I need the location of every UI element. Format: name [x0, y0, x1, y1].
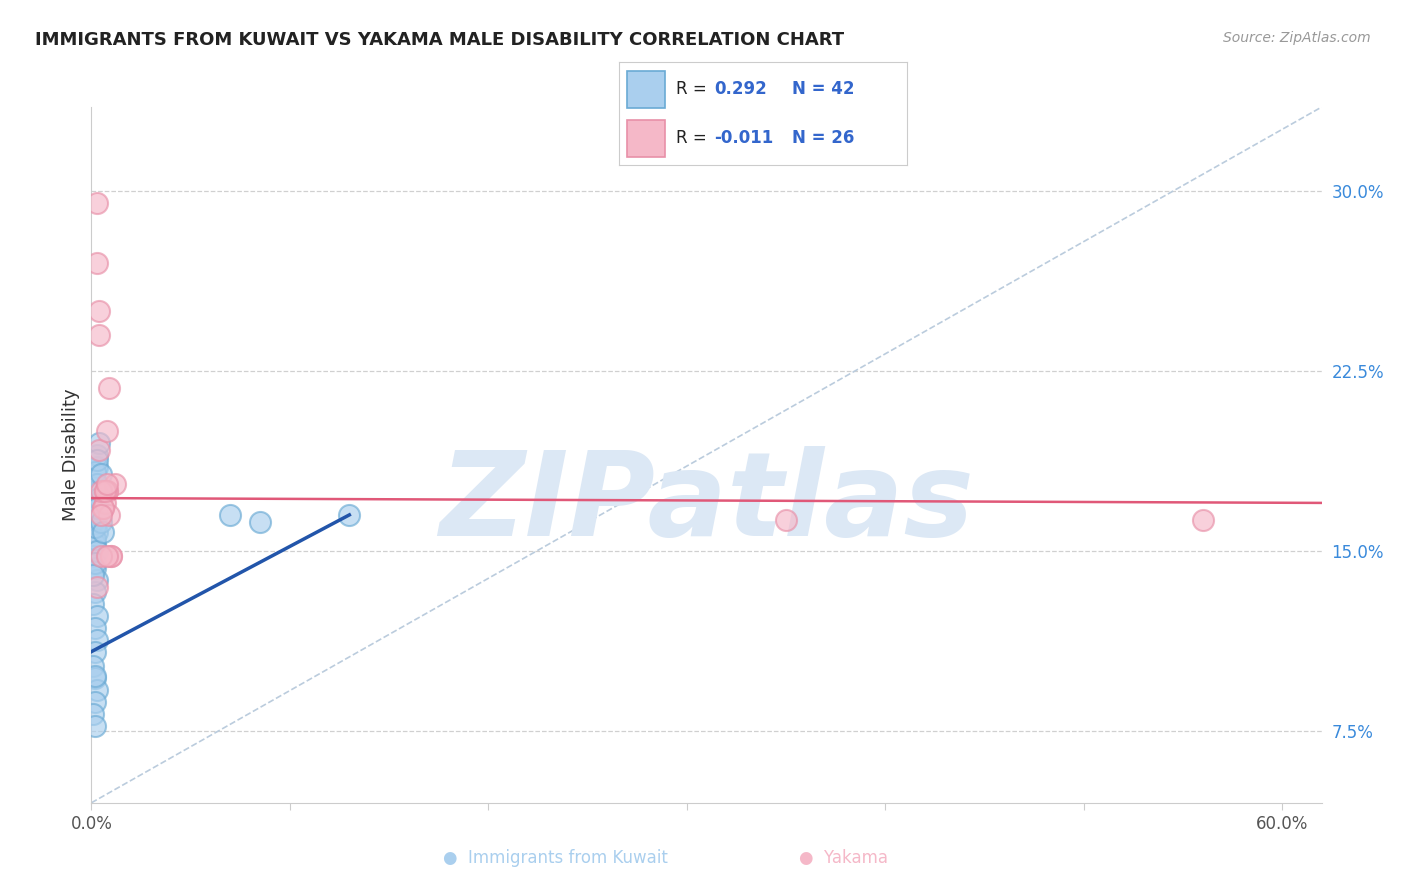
- Point: [90, 483, 112, 498]
- Point: [219, 508, 242, 522]
- Point: [94, 483, 117, 498]
- Point: [86, 524, 108, 539]
- Point: [91, 500, 114, 515]
- Point: [86, 448, 108, 462]
- Point: [89, 483, 111, 498]
- Text: ●  Yakama: ● Yakama: [799, 849, 889, 867]
- Point: [82, 659, 104, 673]
- FancyBboxPatch shape: [627, 120, 665, 157]
- Point: [249, 515, 271, 529]
- Point: [89, 443, 111, 458]
- Point: [82, 706, 104, 721]
- Point: [100, 549, 122, 563]
- Point: [91, 524, 114, 539]
- Point: [84, 537, 107, 551]
- Point: [86, 608, 108, 623]
- Text: N = 26: N = 26: [792, 129, 853, 147]
- Text: R =: R =: [676, 129, 713, 147]
- Point: [89, 491, 111, 505]
- Point: [94, 483, 117, 498]
- Point: [82, 549, 104, 563]
- Point: [86, 476, 108, 491]
- Point: [1191, 513, 1213, 527]
- Point: [90, 467, 112, 482]
- Point: [90, 549, 112, 563]
- Point: [84, 621, 107, 635]
- Point: [96, 424, 118, 438]
- Point: [96, 483, 118, 498]
- Point: [84, 556, 107, 570]
- Point: [84, 520, 107, 534]
- Point: [86, 459, 108, 474]
- Point: [91, 500, 114, 515]
- Point: [84, 560, 107, 574]
- Point: [86, 580, 108, 594]
- Point: [104, 476, 127, 491]
- Point: [90, 515, 112, 529]
- Y-axis label: Male Disability: Male Disability: [62, 389, 80, 521]
- Point: [775, 513, 797, 527]
- Point: [89, 304, 111, 318]
- Point: [96, 483, 118, 498]
- Point: [94, 496, 117, 510]
- Point: [98, 381, 121, 395]
- Point: [82, 567, 104, 582]
- Point: [86, 196, 108, 211]
- Point: [84, 465, 107, 479]
- Point: [337, 508, 360, 522]
- Point: [84, 668, 107, 682]
- Point: [82, 597, 104, 611]
- Point: [84, 513, 107, 527]
- Text: N = 42: N = 42: [792, 80, 853, 98]
- Point: [86, 256, 108, 270]
- Point: [86, 683, 108, 698]
- Text: R =: R =: [676, 80, 713, 98]
- Point: [86, 452, 108, 467]
- Point: [84, 695, 107, 709]
- Point: [84, 719, 107, 733]
- Point: [86, 500, 108, 515]
- Point: [84, 671, 107, 685]
- Text: IMMIGRANTS FROM KUWAIT VS YAKAMA MALE DISABILITY CORRELATION CHART: IMMIGRANTS FROM KUWAIT VS YAKAMA MALE DI…: [35, 31, 844, 49]
- Text: 0.292: 0.292: [714, 80, 766, 98]
- Point: [84, 496, 107, 510]
- Point: [86, 544, 108, 558]
- Text: ZIPatlas: ZIPatlas: [439, 446, 974, 561]
- Point: [82, 500, 104, 515]
- Point: [89, 436, 111, 450]
- Text: ●  Immigrants from Kuwait: ● Immigrants from Kuwait: [443, 849, 668, 867]
- Point: [86, 573, 108, 587]
- Text: -0.011: -0.011: [714, 129, 773, 147]
- Point: [84, 532, 107, 546]
- FancyBboxPatch shape: [627, 70, 665, 108]
- Point: [89, 328, 111, 343]
- Text: Source: ZipAtlas.com: Source: ZipAtlas.com: [1223, 31, 1371, 45]
- Point: [86, 508, 108, 522]
- Point: [90, 508, 112, 522]
- Point: [84, 584, 107, 599]
- Point: [86, 632, 108, 647]
- Point: [96, 549, 118, 563]
- Point: [84, 645, 107, 659]
- Point: [100, 549, 122, 563]
- Point: [98, 508, 121, 522]
- Point: [96, 476, 118, 491]
